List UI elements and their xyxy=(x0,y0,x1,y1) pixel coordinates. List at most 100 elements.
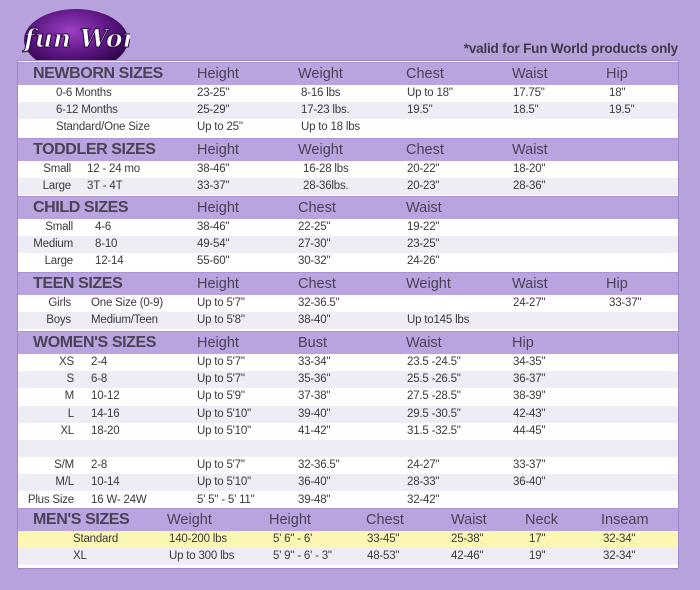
column-header: Waist xyxy=(512,276,548,292)
measurement-cell: 5' 9" - 6' - 3" xyxy=(273,550,332,563)
measurement-cell: 37-38" xyxy=(298,390,331,403)
measurement-cell: Up to 5'7" xyxy=(197,459,245,472)
measurement-cell: 27.5 -28.5" xyxy=(407,390,461,403)
table-row xyxy=(18,440,678,457)
size-label: XL xyxy=(60,424,74,437)
size-range: 18-20 xyxy=(91,424,120,437)
column-header: Waist xyxy=(406,200,442,216)
measurement-cell: 20-23" xyxy=(407,180,440,193)
table-row: XS 2-4 Up to 5'7" 33-34" 23.5 -24.5" 34-35" xyxy=(18,354,678,371)
table-row: Standard/One Size Up to 25" Up to 18 lbs xyxy=(18,119,678,136)
measurement-cell: 28-36lbs. xyxy=(303,180,349,193)
measurement-cell: 8-16 lbs xyxy=(301,87,341,99)
section-title: TEEN SIZES xyxy=(33,275,123,292)
measurement-cell: Up to 5'7" xyxy=(197,356,245,368)
column-header: Height xyxy=(197,335,239,351)
measurement-cell: 19-22" xyxy=(407,221,440,233)
size-range: 16 W- 24W xyxy=(91,493,147,506)
measurement-cell: 38-46" xyxy=(197,221,230,233)
size-label: M xyxy=(64,390,75,403)
section-header-row: TODDLER SIZES Height Weight Chest Waist xyxy=(18,138,678,161)
measurement-cell: 49-54" xyxy=(197,238,230,251)
measurement-cell: 39-48" xyxy=(298,493,331,506)
column-header: Hip xyxy=(606,66,628,82)
measurement-cell: 18-20" xyxy=(513,163,546,175)
measurement-cell: 30-32" xyxy=(298,255,331,268)
column-header: Neck xyxy=(525,512,559,528)
measurement-cell: 24-26" xyxy=(407,255,440,268)
measurement-cell: 23.5 -24.5" xyxy=(407,356,461,368)
section-header-row: NEWBORN SIZES Height Weight Chest Waist Hip xyxy=(18,62,678,85)
column-header: Bust xyxy=(298,335,328,351)
column-header: Waist xyxy=(512,66,548,82)
size-range: 10-14 xyxy=(91,476,120,489)
measurement-cell: Up to 300 lbs xyxy=(169,550,235,563)
measurement-cell: 36-40" xyxy=(298,476,331,489)
measurement-cell: 20-22" xyxy=(407,163,440,175)
size-range: 8-10 xyxy=(95,238,118,251)
measurement-cell: 31.5 -32.5" xyxy=(407,424,461,437)
measurement-cell: 32-34" xyxy=(603,533,636,545)
size-range: 12 - 24 mo xyxy=(87,163,140,175)
table-row: 6-12 Months 25-29" 17-23 lbs. 19.5" 18.5" 19.… xyxy=(18,102,678,120)
column-header: Height xyxy=(197,276,239,292)
measurement-cell: Up to 5'7" xyxy=(197,297,245,309)
table-row: Small 12 - 24 mo 38-46" 16-28 lbs 20-22" 18-2… xyxy=(18,161,678,178)
column-header: Waist xyxy=(406,335,442,351)
column-header: Height xyxy=(269,512,311,528)
size-label: 0-6 Months xyxy=(56,87,112,99)
measurement-cell: 140-200 lbs xyxy=(169,533,227,545)
measurement-cell: 36-37" xyxy=(513,373,546,386)
measurement-cell: 25.5 -26.5" xyxy=(407,373,461,386)
size-range: Medium/Teen xyxy=(91,314,158,327)
measurement-cell: Up to 5'10" xyxy=(197,476,251,489)
section-header-row: CHILD SIZES Height Chest Waist xyxy=(18,196,678,219)
table-row: Small 4-6 38-46" 22-25" 19-22" xyxy=(18,219,678,236)
measurement-cell: 44-45" xyxy=(513,424,546,437)
size-range: 10-12 xyxy=(91,390,120,403)
column-header: Weight xyxy=(298,142,343,158)
measurement-cell: 23-25" xyxy=(407,238,440,251)
column-header: Height xyxy=(197,66,239,82)
column-header: Weight xyxy=(406,276,451,292)
measurement-cell: 17-23 lbs. xyxy=(301,104,350,117)
size-label: Standard xyxy=(73,533,119,545)
measurement-cell: 25-29" xyxy=(197,104,230,117)
measurement-cell: 42-46" xyxy=(451,550,484,563)
measurement-cell: 28-33" xyxy=(407,476,440,489)
measurement-cell: 19" xyxy=(529,550,546,563)
measurement-cell: 28-36" xyxy=(513,180,546,193)
size-label: Small xyxy=(43,163,71,175)
size-label: XS xyxy=(59,356,74,368)
measurement-cell: Up to 18 lbs xyxy=(301,121,360,134)
size-range: 6-8 xyxy=(91,373,108,386)
table-row: M 10-12 Up to 5'9" 37-38" 27.5 -28.5" 38-39" xyxy=(18,388,678,405)
measurement-cell: 34-35" xyxy=(513,356,546,368)
section-header-row: TEEN SIZES Height Chest Weight Waist Hip xyxy=(18,272,678,295)
measurement-cell: Up to 5'9" xyxy=(197,390,245,403)
size-label: 6-12 Months xyxy=(56,104,118,117)
size-label: Girls xyxy=(48,297,71,309)
size-range: 2-8 xyxy=(91,459,108,472)
measurement-cell: 38-39" xyxy=(513,390,546,403)
table-row: Boys Medium/Teen Up to 5'8" 38-40" Up to145 … xyxy=(18,312,678,330)
measurement-cell: 39-40" xyxy=(298,407,331,420)
size-label: S xyxy=(66,373,75,386)
measurement-cell: Up to 18" xyxy=(407,87,453,99)
measurement-cell: 36-40" xyxy=(513,476,546,489)
section-header-row: MEN'S SIZES Weight Height Chest Waist Neck Ins… xyxy=(18,508,678,531)
section-header-row: WOMEN'S SIZES Height Bust Waist Hip xyxy=(18,331,678,354)
measurement-cell: 33-37" xyxy=(609,297,642,309)
measurement-cell: 24-27" xyxy=(513,297,546,309)
column-header: Hip xyxy=(512,335,534,351)
measurement-cell: 35-36" xyxy=(298,373,331,386)
size-range: One Size (0-9) xyxy=(91,297,163,309)
table-row: Large 3T - 4T 33-37" 28-36lbs. 20-23" 28-36" xyxy=(18,178,678,196)
column-header: Chest xyxy=(406,66,444,82)
table-row: Standard 140-200 lbs 5' 6" - 6' 33-45" 25-38… xyxy=(18,531,678,548)
measurement-cell: 48-53" xyxy=(367,550,400,563)
column-header: Waist xyxy=(451,512,487,528)
size-range: 2-4 xyxy=(91,356,108,368)
measurement-cell: 27-30" xyxy=(298,238,331,251)
measurement-cell: 22-25" xyxy=(298,221,331,233)
